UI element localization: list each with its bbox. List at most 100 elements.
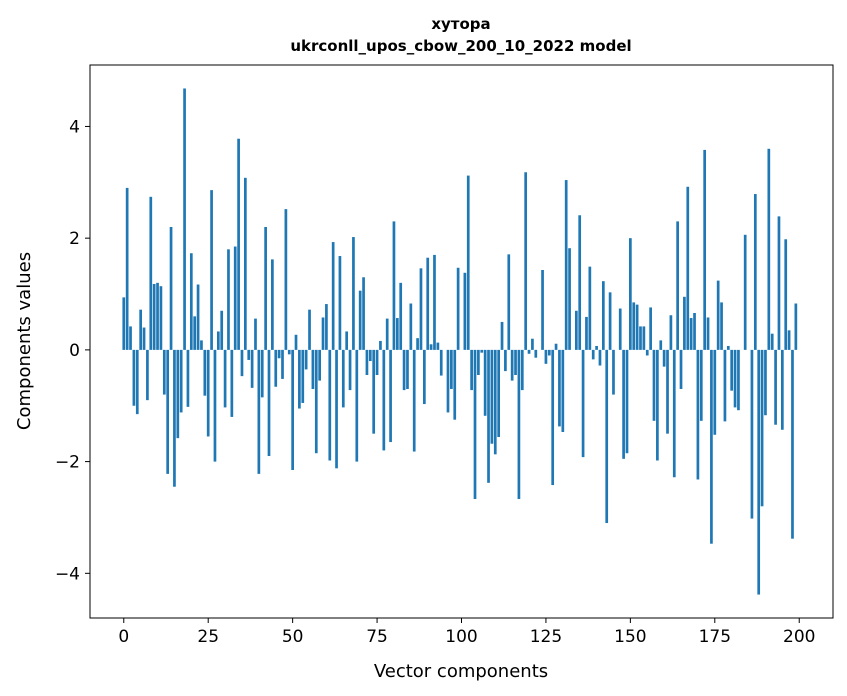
y-axis-label: Components values xyxy=(14,252,35,430)
bar xyxy=(598,349,602,366)
bar xyxy=(686,186,690,350)
bar xyxy=(517,349,521,500)
bar xyxy=(237,138,240,350)
bar xyxy=(149,196,153,350)
bar xyxy=(676,221,679,350)
bar xyxy=(750,349,754,519)
x-tick-label: 0 xyxy=(118,627,129,647)
bar xyxy=(166,349,170,474)
bar xyxy=(318,349,321,381)
bar xyxy=(551,349,555,486)
bar xyxy=(466,175,470,350)
bar xyxy=(578,215,582,350)
bar xyxy=(618,308,622,350)
bar xyxy=(733,349,737,408)
bar xyxy=(240,349,244,377)
bar xyxy=(358,290,362,350)
bar xyxy=(335,349,338,469)
bar xyxy=(267,349,271,457)
bar xyxy=(770,333,774,350)
bar xyxy=(473,349,477,500)
bar xyxy=(436,342,440,350)
bar xyxy=(294,334,298,350)
x-tick-label: 175 xyxy=(699,627,731,647)
bar xyxy=(760,349,764,507)
bar xyxy=(206,349,210,437)
bar xyxy=(679,349,683,389)
bar xyxy=(780,349,784,430)
bar xyxy=(480,349,484,353)
bar xyxy=(331,242,335,350)
bar xyxy=(547,349,551,356)
bar xyxy=(372,349,376,434)
bar xyxy=(753,194,757,350)
bar xyxy=(453,349,457,420)
bar xyxy=(710,349,713,544)
bar xyxy=(524,172,528,350)
bar xyxy=(362,277,365,350)
x-tick-label: 150 xyxy=(614,627,646,647)
bar xyxy=(622,349,625,459)
bar xyxy=(612,349,615,395)
bar xyxy=(419,268,423,350)
bars-group xyxy=(122,88,798,595)
bar xyxy=(723,349,727,422)
bar xyxy=(510,349,514,381)
y-tick-label: 0 xyxy=(69,341,80,361)
bar xyxy=(706,317,710,350)
bar xyxy=(146,349,149,401)
x-tick-label: 125 xyxy=(530,627,562,647)
bar xyxy=(642,326,646,350)
bar xyxy=(308,309,311,350)
bar xyxy=(689,318,693,350)
bar xyxy=(493,349,497,455)
bar xyxy=(368,349,372,362)
bar xyxy=(345,331,349,350)
bar xyxy=(274,349,278,387)
bar xyxy=(720,302,723,350)
bar xyxy=(264,226,267,350)
bar xyxy=(730,349,734,391)
bar xyxy=(227,249,230,350)
bar xyxy=(379,340,382,350)
bar xyxy=(588,266,592,350)
bar xyxy=(635,304,639,350)
bar xyxy=(585,316,588,350)
bar xyxy=(591,349,595,360)
bar xyxy=(446,349,450,413)
bar xyxy=(500,321,504,350)
bar xyxy=(321,317,325,350)
bar xyxy=(656,349,659,461)
bar xyxy=(774,349,777,425)
x-tick-label: 75 xyxy=(366,627,388,647)
bar xyxy=(142,327,146,350)
bar xyxy=(625,349,629,454)
bar xyxy=(271,259,274,350)
bar xyxy=(132,349,136,406)
bar xyxy=(564,180,568,350)
bar xyxy=(652,349,656,421)
bar xyxy=(696,349,700,480)
chart-subtitle: ukrconll_upos_cbow_200_10_2022 model xyxy=(290,37,631,55)
bar xyxy=(767,148,771,350)
x-tick-label: 100 xyxy=(445,627,477,647)
bar xyxy=(416,338,419,350)
bar xyxy=(561,349,565,432)
y-tick-label: 4 xyxy=(69,117,80,137)
bar xyxy=(669,315,673,350)
bar xyxy=(220,310,224,350)
bar xyxy=(189,253,193,350)
bar xyxy=(122,297,126,350)
bar xyxy=(554,343,558,350)
bar xyxy=(139,309,143,350)
bar xyxy=(179,349,183,413)
bar xyxy=(787,330,791,350)
bar xyxy=(186,349,190,407)
x-tick-label: 25 xyxy=(197,627,219,647)
bar xyxy=(477,349,480,376)
bar xyxy=(152,283,156,350)
bar xyxy=(341,349,345,408)
bar xyxy=(716,280,720,350)
bar xyxy=(244,177,247,350)
bar xyxy=(348,349,352,391)
